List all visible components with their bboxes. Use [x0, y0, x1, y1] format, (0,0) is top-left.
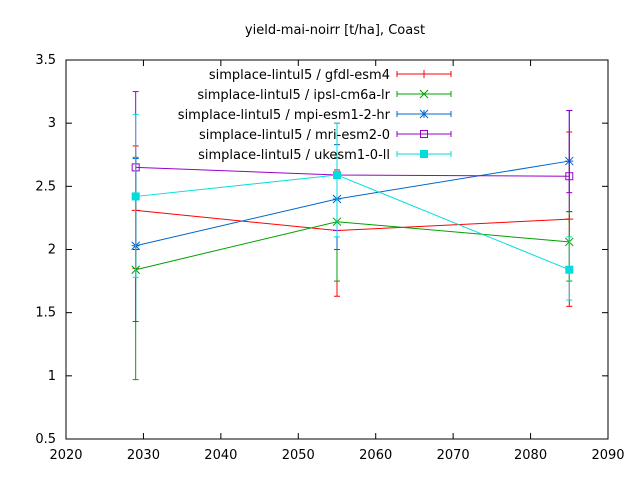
x-tick-label: 2050	[282, 448, 315, 463]
series-layer	[131, 91, 574, 381]
y-tick-label: 0.5	[35, 432, 56, 447]
star-marker	[419, 109, 429, 119]
x-tick-label: 2060	[359, 448, 392, 463]
cross-marker	[419, 89, 429, 99]
x-tick-label: 2020	[49, 448, 82, 463]
y-tick-label: 1	[48, 369, 56, 384]
filled-square-marker	[333, 170, 341, 179]
filled-square-marker	[420, 150, 428, 158]
series-line	[135, 160, 570, 247]
legend: simplace-lintul5 / gfdl-esm4 simplace-lin…	[178, 68, 452, 163]
open-square-marker	[420, 130, 428, 138]
x-tick-label: 2080	[514, 448, 547, 463]
legend-label: simplace-lintul5 / ukesm1-0-ll	[198, 148, 390, 163]
y-tick-label: 1.5	[35, 306, 56, 321]
x-tick-label: 2040	[204, 448, 237, 463]
legend-item-2: simplace-lintul5 / ipsl-cm6a-lr	[197, 88, 452, 103]
axis-ticks: 2020 2030 2040 2050 2060 2070 2080 2090 0.5 1 1.5 2…	[35, 53, 624, 463]
x-tick-label: 2090	[591, 448, 624, 463]
y-tick-label: 2	[48, 243, 56, 258]
filled-square-marker	[565, 265, 574, 274]
open-square-marker	[565, 172, 574, 181]
x-tick-label: 2030	[127, 448, 160, 463]
filled-square-marker	[131, 192, 140, 201]
series-2	[131, 156, 574, 381]
plus-marker	[420, 70, 428, 78]
legend-label: simplace-lintul5 / ipsl-cm6a-lr	[197, 88, 390, 103]
legend-label: simplace-lintul5 / mpi-esm1-2-hr	[178, 108, 391, 123]
x-tick-label: 2070	[437, 448, 470, 463]
series-line	[135, 221, 570, 271]
legend-item-5: simplace-lintul5 / ukesm1-0-ll	[198, 148, 452, 163]
series-5	[131, 113, 574, 301]
legend-item-1: simplace-lintul5 / gfdl-esm4	[209, 68, 452, 83]
y-tick-label: 3.5	[35, 53, 56, 68]
y-tick-label: 2.5	[35, 179, 56, 194]
legend-label: simplace-lintul5 / gfdl-esm4	[209, 68, 390, 83]
legend-label: simplace-lintul5 / mri-esm2-0	[199, 128, 390, 143]
legend-item-3: simplace-lintul5 / mpi-esm1-2-hr	[178, 108, 452, 123]
legend-item-4: simplace-lintul5 / mri-esm2-0	[199, 128, 452, 143]
y-tick-label: 3	[48, 116, 56, 131]
series-line	[135, 209, 570, 232]
chart-title: yield-mai-noirr [t/ha], Coast	[245, 23, 425, 38]
